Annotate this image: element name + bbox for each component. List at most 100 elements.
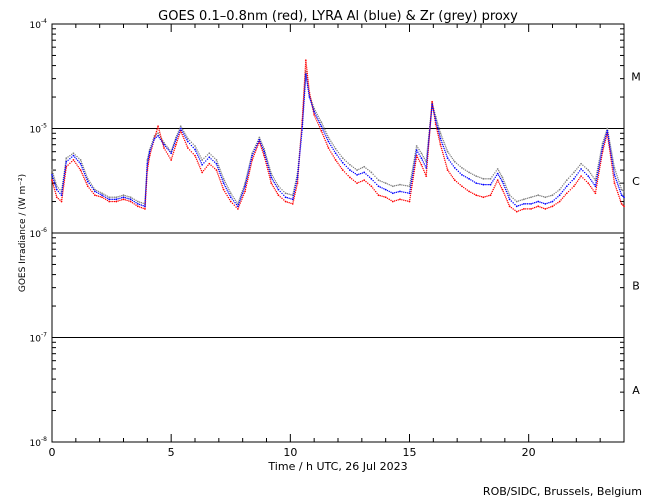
y-tick-exponent: -5 — [41, 123, 47, 130]
series-0-sample — [252, 157, 254, 159]
series-1-sample — [293, 190, 296, 193]
series-0-sample — [328, 149, 331, 151]
series-1-sample — [430, 113, 432, 116]
series-0-sample — [436, 130, 439, 133]
series-1-sample — [241, 192, 244, 195]
series-1-sample — [251, 156, 253, 159]
series-1-sample — [574, 176, 577, 178]
series-2-sample — [195, 147, 197, 149]
series-0-sample — [412, 174, 415, 177]
series-1-sample — [429, 121, 432, 123]
series-1-sample — [171, 148, 174, 151]
series-1-sample — [479, 183, 481, 185]
series-0-sample — [443, 155, 445, 158]
series-1-sample — [271, 178, 273, 180]
series-1-sample — [428, 139, 430, 141]
series-0-sample — [480, 196, 483, 198]
series-1-sample — [173, 142, 176, 145]
series-1-point — [431, 103, 434, 106]
series-0-sample — [422, 167, 424, 170]
series-1-sample — [414, 159, 416, 161]
series-2-sample — [557, 190, 559, 192]
series-0-sample — [517, 210, 520, 212]
series-1-sample — [195, 150, 197, 153]
series-0-sample — [305, 63, 307, 65]
series-2-sample — [312, 105, 315, 108]
series-0-sample — [595, 188, 597, 191]
series-2-sample — [196, 149, 198, 151]
series-1-sample — [228, 192, 230, 195]
series-0-sample — [202, 169, 205, 172]
series-2-sample — [619, 184, 622, 187]
series-0-point — [613, 182, 616, 185]
series-0-sample — [174, 145, 177, 148]
series-2-point — [65, 157, 68, 160]
series-1-sample — [599, 160, 601, 162]
series-0-sample — [322, 133, 324, 136]
series-2-point — [515, 200, 518, 203]
series-1-sample — [428, 135, 430, 137]
series-2-point — [79, 159, 82, 161]
series-1-point — [334, 152, 337, 155]
series-1-sample — [443, 147, 445, 150]
series-1-sample — [498, 176, 501, 178]
series-1-point — [194, 148, 196, 151]
series-0-point — [296, 182, 299, 185]
series-2-sample — [332, 144, 334, 146]
series-0-sample — [591, 187, 593, 189]
series-1-sample — [267, 164, 269, 167]
series-0-sample — [403, 199, 405, 201]
series-1-point — [439, 137, 442, 140]
series-0-sample — [259, 144, 262, 146]
series-1-sample — [302, 106, 305, 108]
series-0-sample — [500, 187, 503, 189]
series-1-sample — [310, 101, 312, 104]
series-0-point — [496, 179, 499, 182]
series-0-sample — [345, 173, 348, 175]
series-1-sample — [434, 115, 436, 117]
series-1-sample — [442, 145, 445, 148]
series-0-sample — [410, 190, 412, 193]
series-1-sample — [617, 183, 619, 185]
y-axis-label: GOES Irradiance / (W m⁻²) — [18, 174, 28, 292]
series-1-sample — [430, 115, 432, 118]
series-0-sample — [295, 186, 298, 188]
series-1-sample — [602, 144, 604, 147]
series-1-point — [136, 202, 139, 205]
series-1-sample — [309, 99, 312, 102]
series-2-sample — [503, 180, 505, 183]
series-1-sample — [144, 199, 146, 202]
series-0-sample — [245, 186, 247, 189]
series-2-sample — [564, 181, 567, 183]
series-1-sample — [604, 137, 606, 139]
series-1-point — [408, 192, 411, 195]
series-2-sample — [325, 131, 327, 133]
series-0-sample — [477, 195, 479, 197]
series-2-sample — [589, 172, 592, 175]
series-0-point — [439, 143, 442, 146]
series-0-sample — [243, 192, 245, 195]
series-2-sample — [233, 197, 236, 200]
series-0-sample — [290, 202, 292, 204]
series-1-sample — [618, 188, 621, 191]
series-0-sample — [176, 140, 178, 142]
series-1-sample — [409, 186, 412, 189]
series-1-sample — [144, 194, 147, 196]
series-1-point — [270, 176, 273, 179]
flare-class-c: C — [632, 175, 640, 188]
y-tick-label: 10 — [30, 439, 42, 449]
series-2-sample — [217, 164, 220, 167]
series-1-point — [101, 194, 103, 197]
series-0-sample — [217, 173, 219, 175]
series-0-sample — [423, 171, 426, 174]
series-1-sample — [242, 191, 244, 193]
series-0-sample — [212, 166, 214, 168]
series-0-point — [501, 188, 504, 191]
series-1-sample — [144, 197, 147, 200]
series-0-point — [194, 154, 196, 157]
series-0-sample — [354, 181, 356, 183]
series-0-sample — [305, 65, 308, 67]
series-1-sample — [220, 176, 223, 179]
series-0-sample — [321, 132, 323, 134]
series-2-sample — [316, 113, 318, 116]
